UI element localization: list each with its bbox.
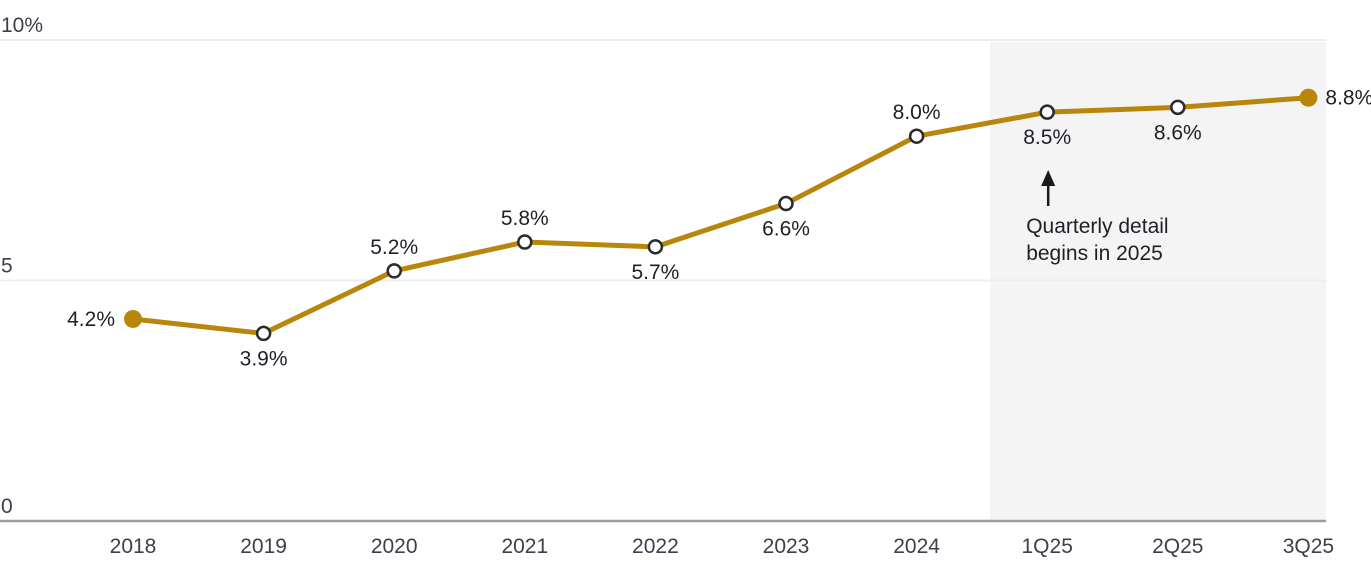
data-point-2024 (908, 128, 925, 144)
data-point-label-2020: 5.2% (370, 236, 418, 259)
x-tick-label-1Q25: 1Q25 (1022, 535, 1073, 558)
y-tick-label-5: 5 (1, 255, 13, 278)
data-point-label-1Q25: 8.5% (1023, 126, 1071, 149)
data-point-2020 (386, 263, 402, 279)
x-tick-label-2022: 2022 (632, 535, 679, 558)
data-point-1Q25 (1039, 104, 1055, 120)
annotation-text-line1: Quarterly detail (1026, 215, 1168, 238)
data-point-2023 (778, 195, 794, 212)
x-tick-label-2Q25: 2Q25 (1152, 535, 1203, 558)
annotation-arrow-up-icon (1041, 170, 1056, 186)
data-point-2Q25 (1170, 99, 1186, 116)
data-point-label-2023: 6.6% (762, 218, 810, 241)
data-point-label-2022: 5.7% (631, 261, 679, 284)
data-point-label-2024: 8.0% (893, 101, 941, 124)
x-tick-label-2018: 2018 (110, 535, 157, 558)
y-tick-label-10%: 10% (1, 14, 43, 37)
data-point-label-2019: 3.9% (240, 347, 288, 370)
x-tick-label-2021: 2021 (501, 535, 548, 558)
data-point-label-2Q25: 8.6% (1154, 121, 1202, 144)
data-point-2021 (517, 234, 533, 250)
data-point-3Q25 (1299, 88, 1318, 107)
x-tick-label-2019: 2019 (240, 535, 287, 558)
x-tick-label-2023: 2023 (763, 535, 810, 558)
x-tick-label-2020: 2020 (371, 535, 418, 558)
annotation-text-line2: begins in 2025 (1026, 242, 1163, 265)
data-point-2019 (255, 325, 272, 342)
data-point-2018 (124, 309, 142, 328)
data-point-label-2021: 5.8% (501, 207, 549, 230)
x-tick-label-3Q25: 3Q25 (1283, 535, 1334, 558)
data-point-label-3Q25: 8.8% (1325, 87, 1371, 110)
data-point-2022 (647, 239, 664, 255)
data-point-label-2018: 4.2% (67, 308, 115, 331)
x-tick-label-2024: 2024 (893, 535, 940, 558)
trend-line (130, 95, 1311, 336)
y-tick-label-0: 0 (1, 495, 13, 518)
